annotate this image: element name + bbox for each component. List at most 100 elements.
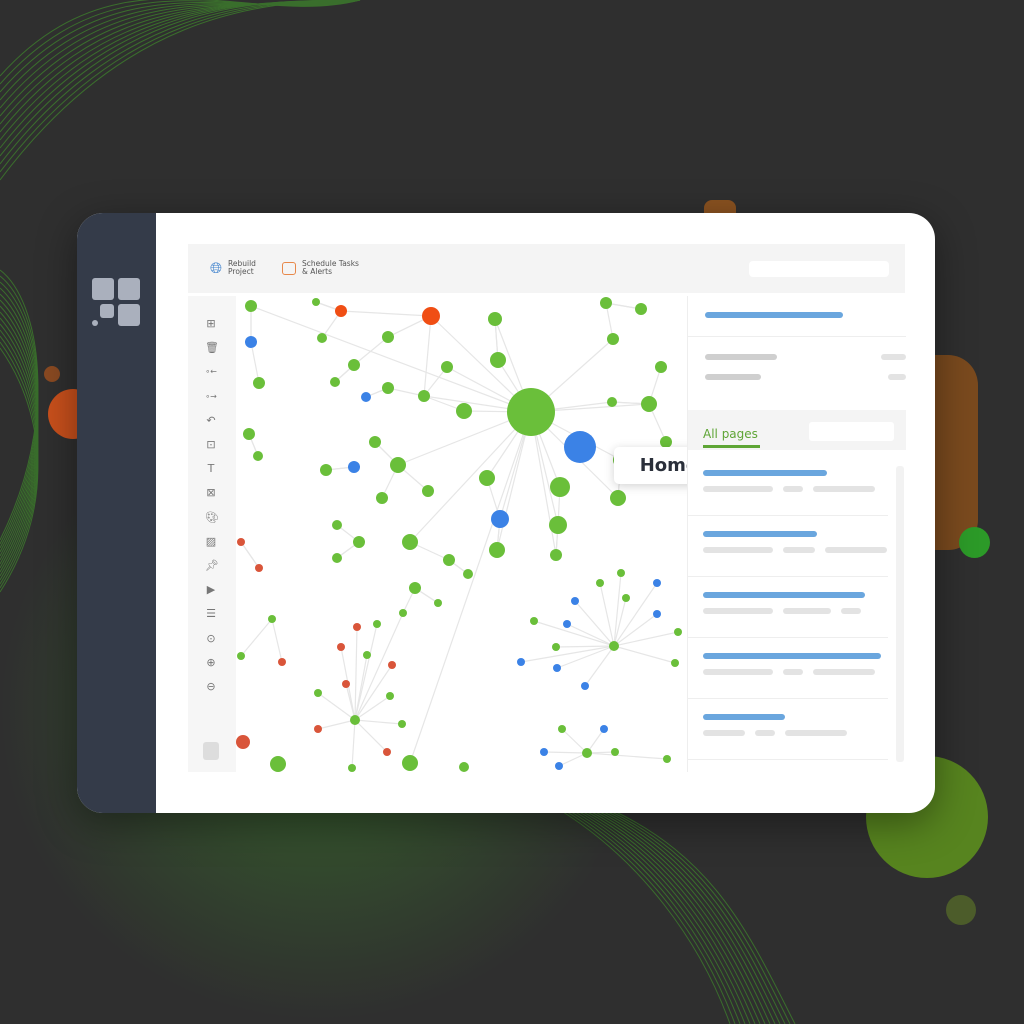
graph-node[interactable]: [320, 464, 332, 476]
graph-node[interactable]: [314, 689, 322, 697]
link-in-icon[interactable]: ∘←: [205, 367, 217, 377]
graph-node[interactable]: [337, 643, 345, 651]
graph-node[interactable]: [550, 477, 570, 497]
graph-node[interactable]: [653, 610, 661, 618]
graph-node[interactable]: [491, 510, 509, 528]
graph-node[interactable]: [382, 382, 394, 394]
graph-node[interactable]: [607, 397, 617, 407]
graph-node[interactable]: [422, 485, 434, 497]
graph-node[interactable]: [596, 579, 604, 587]
graph-node[interactable]: [330, 377, 340, 387]
graph-node[interactable]: [388, 661, 396, 669]
graph-node[interactable]: [317, 333, 327, 343]
graph-node[interactable]: [361, 392, 371, 402]
graph-node[interactable]: [600, 725, 608, 733]
rebuild-project-button[interactable]: 🌐︎ Rebuild Project: [210, 260, 288, 276]
filter-input[interactable]: [809, 422, 894, 441]
settings-button[interactable]: [203, 742, 219, 760]
graph-node[interactable]: [611, 748, 619, 756]
graph-node[interactable]: [558, 725, 566, 733]
graph-node[interactable]: [402, 534, 418, 550]
graph-node[interactable]: [517, 658, 525, 666]
add-icon[interactable]: ⊞: [206, 317, 216, 330]
graph-node[interactable]: [348, 764, 356, 772]
graph-node[interactable]: [609, 641, 619, 651]
graph-node[interactable]: [581, 682, 589, 690]
graph-node[interactable]: [253, 451, 263, 461]
graph-node[interactable]: [479, 470, 495, 486]
graph-node[interactable]: [348, 461, 360, 473]
graph-node[interactable]: [237, 652, 245, 660]
palette-icon[interactable]: 🎨︎: [205, 510, 219, 524]
graph-node[interactable]: [441, 361, 453, 373]
graph-node[interactable]: [383, 748, 391, 756]
graph-canvas[interactable]: Homepage: [236, 296, 774, 772]
graph-node[interactable]: [390, 457, 406, 473]
graph-node[interactable]: [641, 396, 657, 412]
play-icon[interactable]: ▶: [206, 583, 216, 597]
graph-node[interactable]: [270, 756, 286, 772]
graph-node[interactable]: [443, 554, 455, 566]
graph-node[interactable]: [671, 659, 679, 667]
graph-node[interactable]: [332, 520, 342, 530]
select-icon[interactable]: ⊠: [206, 486, 216, 500]
graph-node[interactable]: [507, 388, 555, 436]
graph-node[interactable]: [563, 620, 571, 628]
graph-node[interactable]: [674, 628, 682, 636]
graph-node[interactable]: [253, 377, 265, 389]
graph-node[interactable]: [312, 298, 320, 306]
graph-node[interactable]: [552, 643, 560, 651]
graph-node[interactable]: [332, 553, 342, 563]
graph-node[interactable]: [382, 331, 394, 343]
graph-node[interactable]: [245, 336, 257, 348]
graph-node[interactable]: [236, 735, 250, 749]
graph-node[interactable]: [335, 305, 347, 317]
notes-icon[interactable]: ▨: [205, 534, 217, 548]
graph-node[interactable]: [564, 431, 596, 463]
scrollbar[interactable]: [896, 466, 904, 762]
graph-node[interactable]: [369, 436, 381, 448]
link-out-icon[interactable]: ∘→: [205, 391, 217, 401]
graph-node[interactable]: [434, 599, 442, 607]
graph-node[interactable]: [655, 361, 667, 373]
graph-node[interactable]: [617, 569, 625, 577]
graph-node[interactable]: [353, 623, 361, 631]
zoom-fit-icon[interactable]: ⊙: [206, 631, 216, 645]
graph-node[interactable]: [363, 651, 371, 659]
search-input[interactable]: [749, 261, 889, 277]
graph-node[interactable]: [409, 582, 421, 594]
graph-node[interactable]: [635, 303, 647, 315]
graph-node[interactable]: [555, 762, 563, 770]
graph-node[interactable]: [622, 594, 630, 602]
tab-all-pages[interactable]: All pages: [703, 427, 758, 441]
graph-node[interactable]: [607, 333, 619, 345]
graph-node[interactable]: [353, 536, 365, 548]
graph-node[interactable]: [268, 615, 276, 623]
graph-node[interactable]: [402, 755, 418, 771]
graph-node[interactable]: [540, 748, 548, 756]
site-graph[interactable]: [236, 296, 686, 772]
graph-node[interactable]: [350, 715, 360, 725]
graph-node[interactable]: [243, 428, 255, 440]
graph-node[interactable]: [610, 490, 626, 506]
graph-node[interactable]: [314, 725, 322, 733]
zoom-in-icon[interactable]: ⊕: [206, 655, 216, 669]
page-list-item[interactable]: [688, 454, 888, 516]
graph-node[interactable]: [600, 297, 612, 309]
graph-node[interactable]: [488, 312, 502, 326]
page-list-item[interactable]: [688, 576, 888, 638]
page-list-item[interactable]: [688, 515, 888, 577]
graph-node[interactable]: [660, 436, 672, 448]
schedule-tasks-button[interactable]: Schedule Tasks & Alerts: [282, 260, 372, 276]
graph-node[interactable]: [399, 609, 407, 617]
graph-node[interactable]: [653, 579, 661, 587]
graph-node[interactable]: [490, 352, 506, 368]
graph-node[interactable]: [255, 564, 263, 572]
graph-node[interactable]: [553, 664, 561, 672]
zoom-out-icon[interactable]: ⊖: [206, 680, 216, 693]
focus-icon[interactable]: ⊡: [206, 438, 216, 451]
page-list-item[interactable]: [688, 637, 888, 699]
graph-node[interactable]: [398, 720, 406, 728]
graph-node[interactable]: [571, 597, 579, 605]
pin-icon[interactable]: 📌︎: [205, 559, 219, 572]
